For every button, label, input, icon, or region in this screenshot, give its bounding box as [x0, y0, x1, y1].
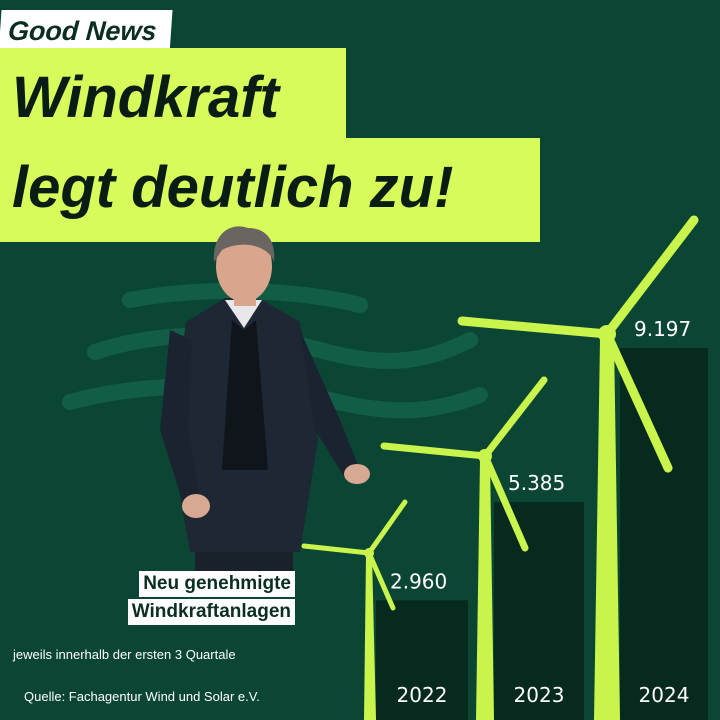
subnote-text: jeweils innerhalb der ersten 3 Quartale [13, 647, 236, 662]
bars-group [376, 348, 708, 720]
person-illustration [160, 226, 370, 578]
value-labels-group: 2.960 5.385 9.197 [390, 317, 691, 593]
chart-caption: Neu genehmigte Windkraftanlagen [127, 571, 295, 627]
value-label-2022: 2.960 [390, 569, 447, 593]
caption-line-2: Windkraftanlagen [127, 599, 295, 625]
source-text: Quelle: Fachagentur Wind und Solar e.V. [24, 689, 260, 704]
category-label-2022: 2022 [397, 683, 448, 707]
bar-2022 [376, 600, 468, 720]
title-line-1: Windkraft [0, 48, 346, 144]
bar-2024 [620, 348, 708, 720]
value-label-2024: 9.197 [634, 317, 691, 341]
category-label-2024: 2024 [639, 683, 690, 707]
value-label-2023: 5.385 [508, 471, 565, 495]
bar-2023 [494, 502, 584, 720]
title-line-2: legt deutlich zu! [0, 138, 540, 242]
category-labels-group: 2022 2023 2024 [397, 683, 690, 707]
category-label-2023: 2023 [514, 683, 565, 707]
caption-line-1: Neu genehmigte [139, 571, 295, 597]
wind-turbine-icons [301, 215, 699, 720]
